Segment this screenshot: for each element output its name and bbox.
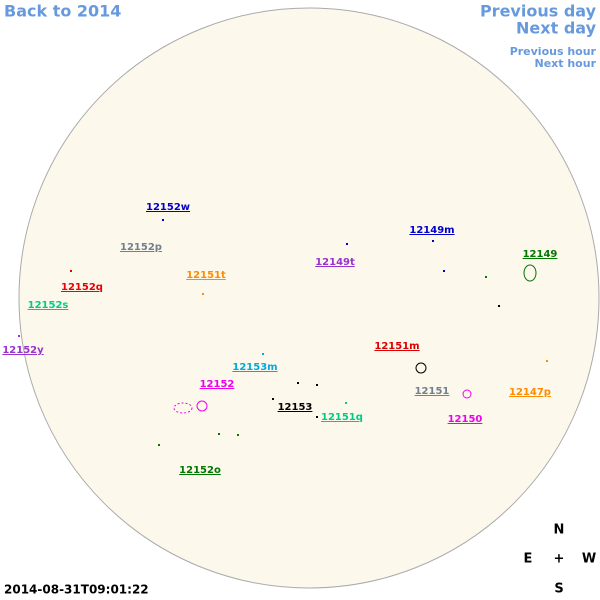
region-label[interactable]: 12150 xyxy=(448,414,483,425)
next-day-link[interactable]: Next day xyxy=(516,19,597,38)
compass-south: S xyxy=(554,582,563,597)
region-label[interactable]: 12151m xyxy=(374,341,419,352)
region-label[interactable]: 12152s xyxy=(28,300,69,311)
region-label[interactable]: 12151q xyxy=(321,412,363,423)
region-label[interactable]: 12152q xyxy=(61,282,103,293)
compass-north: N xyxy=(554,523,565,538)
region-label[interactable]: 12151t xyxy=(186,270,226,281)
compass-center: + xyxy=(554,552,565,567)
region-label[interactable]: 12152w xyxy=(146,202,190,213)
solar-disk xyxy=(18,7,600,589)
region-label[interactable]: 12149m xyxy=(409,225,454,236)
previous-hour-link[interactable]: Previous hour xyxy=(510,45,597,58)
next-hour-link[interactable]: Next hour xyxy=(535,57,597,70)
region-label[interactable]: 12149 xyxy=(523,249,558,260)
region-label[interactable]: 12149t xyxy=(315,257,355,268)
region-label[interactable]: 12152p xyxy=(120,242,162,253)
region-label[interactable]: 12147p xyxy=(509,387,551,398)
region-label[interactable]: 12153 xyxy=(278,402,313,413)
compass-east: E xyxy=(524,552,533,567)
region-label[interactable]: 12152y xyxy=(2,345,44,356)
spots xyxy=(18,219,548,446)
back-link[interactable]: Back to 2014 xyxy=(4,2,121,21)
region-label[interactable]: 12153m xyxy=(232,362,277,373)
compass-west: W xyxy=(582,552,596,567)
region-label[interactable]: 12152o xyxy=(179,465,221,476)
timestamp: 2014-08-31T09:01:22 xyxy=(4,583,149,597)
region-label[interactable]: 12151 xyxy=(415,386,450,397)
region-label[interactable]: 12152 xyxy=(200,379,235,390)
previous-day-link[interactable]: Previous day xyxy=(480,2,597,21)
